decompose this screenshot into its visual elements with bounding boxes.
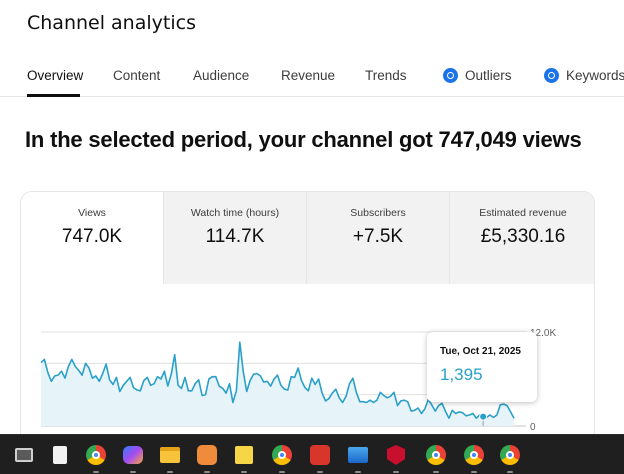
tab-overview[interactable]: Overview xyxy=(27,68,84,83)
tooltip-value: 1,395 xyxy=(440,365,483,384)
metric-label: Estimated revenue xyxy=(479,207,567,219)
views-line xyxy=(40,341,515,419)
chrome-profile-icon[interactable] xyxy=(270,443,294,473)
tab-keywords[interactable]: Keywords xyxy=(544,68,624,83)
orange-app-icon[interactable] xyxy=(195,443,219,473)
chrome-profile-icon[interactable] xyxy=(498,443,522,473)
running-indicator xyxy=(93,471,99,473)
running-indicator xyxy=(130,471,136,473)
active-tab-indicator xyxy=(27,94,80,97)
running-indicator xyxy=(471,471,477,473)
metric-value: 114.7K xyxy=(205,226,265,247)
running-indicator xyxy=(355,471,361,473)
wps-office-icon[interactable] xyxy=(308,443,332,473)
y-tick-label: 12.0K xyxy=(530,328,556,339)
mcafee-icon[interactable] xyxy=(384,443,408,473)
file-icon[interactable] xyxy=(48,443,72,467)
running-indicator xyxy=(167,471,173,473)
taskbar xyxy=(0,434,624,474)
metric-label: Subscribers xyxy=(350,207,406,219)
tab-audience[interactable]: Audience xyxy=(193,68,250,83)
tab-trends[interactable]: Trends xyxy=(365,68,407,83)
metric-label: Views xyxy=(78,207,106,219)
tab-bar: Overview Content Audience Revenue Trends… xyxy=(0,60,624,97)
tooltip-date: Tue, Oct 21, 2025 xyxy=(440,346,521,357)
metric-value: £5,330.16 xyxy=(480,226,566,247)
task-view-icon[interactable] xyxy=(12,443,36,467)
running-indicator xyxy=(279,471,285,473)
chart-tooltip: Tue, Oct 21, 2025 1,395 xyxy=(427,332,537,402)
metric-value: 747.0K xyxy=(61,226,123,247)
chrome-profile-icon[interactable] xyxy=(462,443,486,473)
keywords-icon xyxy=(544,68,559,83)
chrome-profile-icon[interactable] xyxy=(424,443,448,473)
views-headline: In the selected period, your channel got… xyxy=(25,127,582,152)
running-indicator xyxy=(433,471,439,473)
metrics-card: Views 747.0K Watch time (hours) 114.7K S… xyxy=(20,191,595,451)
hover-point xyxy=(479,412,488,421)
metric-revenue[interactable]: Estimated revenue £5,330.16 xyxy=(450,192,594,284)
running-indicator xyxy=(393,471,399,473)
sticky-notes-icon[interactable] xyxy=(232,443,256,473)
tab-content[interactable]: Content xyxy=(113,68,161,83)
metric-value: +7.5K xyxy=(352,226,404,247)
metric-label: Watch time (hours) xyxy=(190,207,280,219)
views-area xyxy=(41,342,514,426)
tab-outliers-label: Outliers xyxy=(465,68,512,83)
running-indicator xyxy=(507,471,513,473)
metric-views[interactable]: Views 747.0K xyxy=(21,192,164,284)
running-indicator xyxy=(317,471,323,473)
tab-keywords-label: Keywords xyxy=(566,68,624,83)
tab-revenue[interactable]: Revenue xyxy=(281,68,336,83)
running-indicator xyxy=(241,471,247,473)
metric-watch-time[interactable]: Watch time (hours) 114.7K xyxy=(164,192,307,284)
metric-tabs: Views 747.0K Watch time (hours) 114.7K S… xyxy=(21,192,594,284)
running-indicator xyxy=(204,471,210,473)
y-tick-label: 0 xyxy=(530,422,536,433)
photos-icon[interactable] xyxy=(346,443,370,473)
file-explorer-icon[interactable] xyxy=(158,443,182,473)
chrome-icon[interactable] xyxy=(84,443,108,473)
copilot-icon[interactable] xyxy=(121,443,145,473)
outliers-icon xyxy=(443,68,458,83)
page-title: Channel analytics xyxy=(27,12,196,34)
metric-subscribers[interactable]: Subscribers +7.5K xyxy=(307,192,450,284)
tab-outliers[interactable]: Outliers xyxy=(443,68,512,83)
